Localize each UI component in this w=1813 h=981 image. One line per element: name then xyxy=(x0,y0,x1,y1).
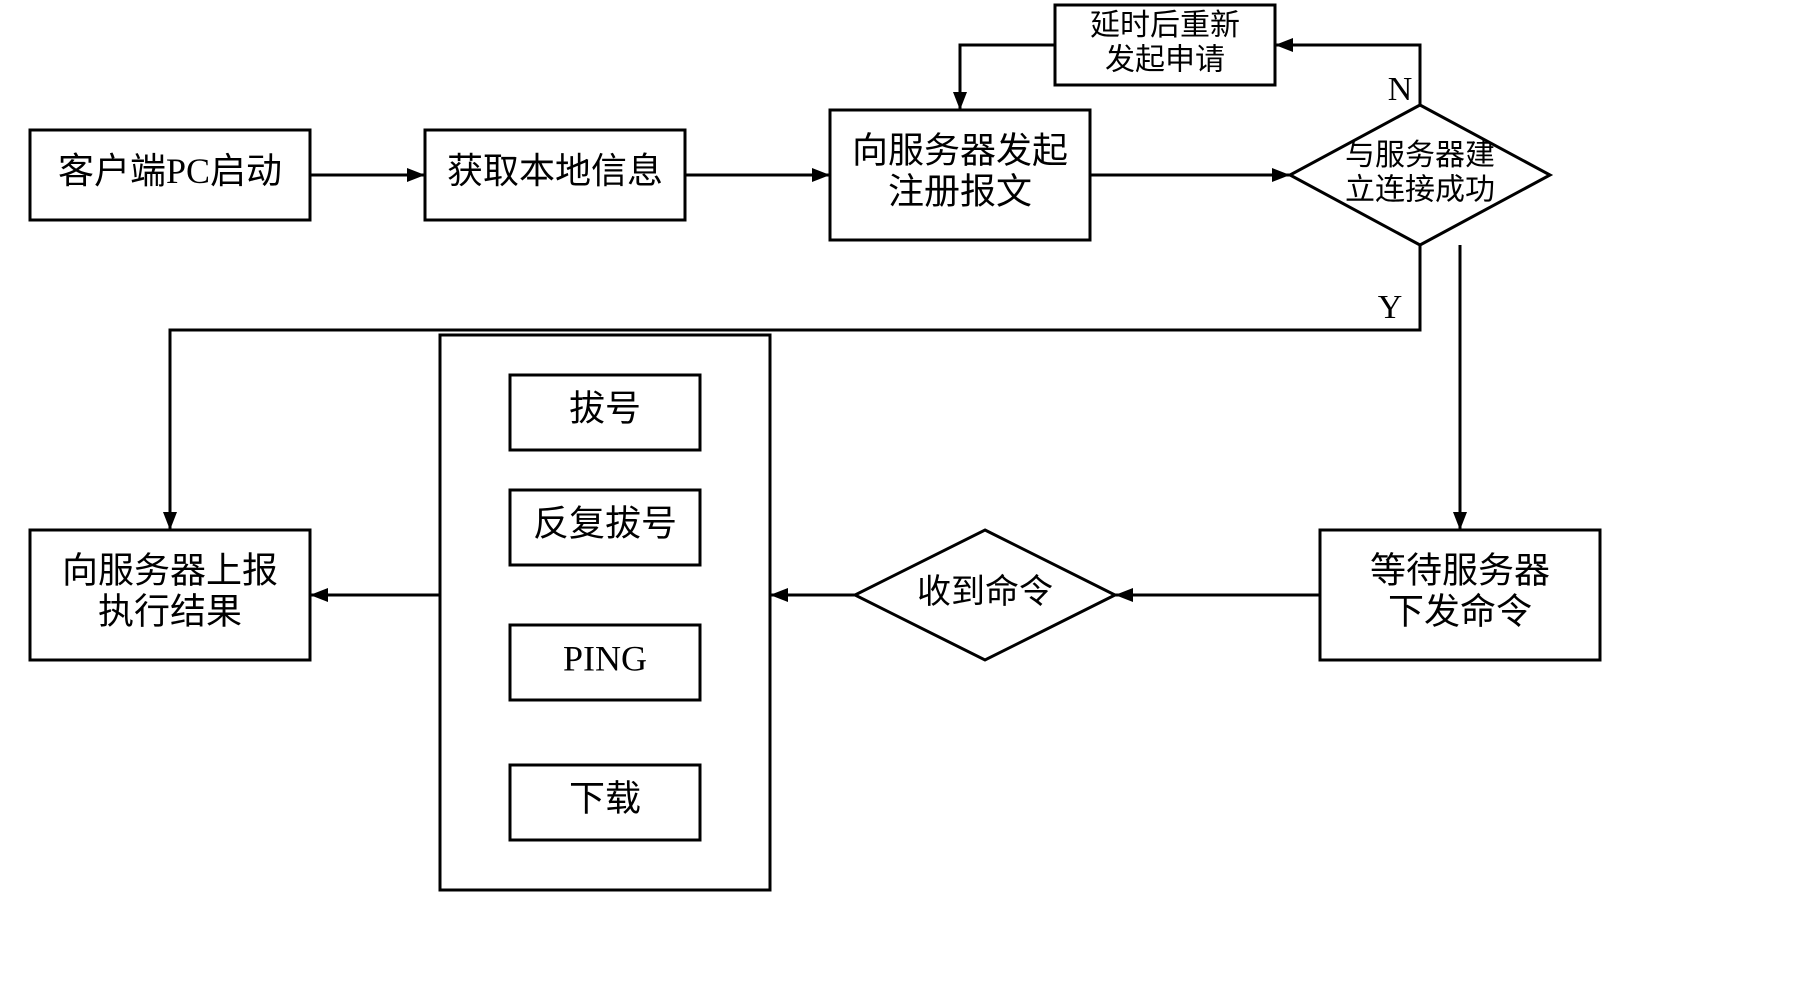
label-a4: 下载 xyxy=(569,779,641,819)
arrowhead-a_b3_d1 xyxy=(1272,168,1290,182)
arrowhead-a_d1_b5 xyxy=(1453,512,1467,530)
label-a2: 反复拔号 xyxy=(533,504,677,544)
label-b1: 客户端PC启动 xyxy=(58,151,282,191)
arrowhead-a_d2_grp xyxy=(770,588,788,602)
label-a1: 拔号 xyxy=(569,389,641,429)
arrowhead-a_b4_b3 xyxy=(953,92,967,110)
arrow-a_d1_Y xyxy=(170,245,1420,530)
arrowhead-a_b5_d2 xyxy=(1115,588,1133,602)
arrow-a_b4_b3 xyxy=(960,45,1055,110)
label-d2: 收到命令 xyxy=(917,573,1053,611)
label-b2: 获取本地信息 xyxy=(447,151,663,191)
arrowhead-a_d1_N xyxy=(1275,38,1293,52)
arrowhead-a_grp_b6 xyxy=(310,588,328,602)
arrowhead-a_b2_b3 xyxy=(812,168,830,182)
label-a3: PING xyxy=(563,639,647,679)
label-d1: 与服务器建立连接成功 xyxy=(1345,139,1495,207)
label-b5: 等待服务器下发命令 xyxy=(1370,551,1550,632)
branch-label-Y: Y xyxy=(1378,289,1403,326)
label-b4: 延时后重新发起申请 xyxy=(1090,9,1240,77)
branch-label-N: N xyxy=(1388,71,1413,108)
arrowhead-a_d1_Y xyxy=(163,512,177,530)
arrowhead-a_b1_b2 xyxy=(407,168,425,182)
